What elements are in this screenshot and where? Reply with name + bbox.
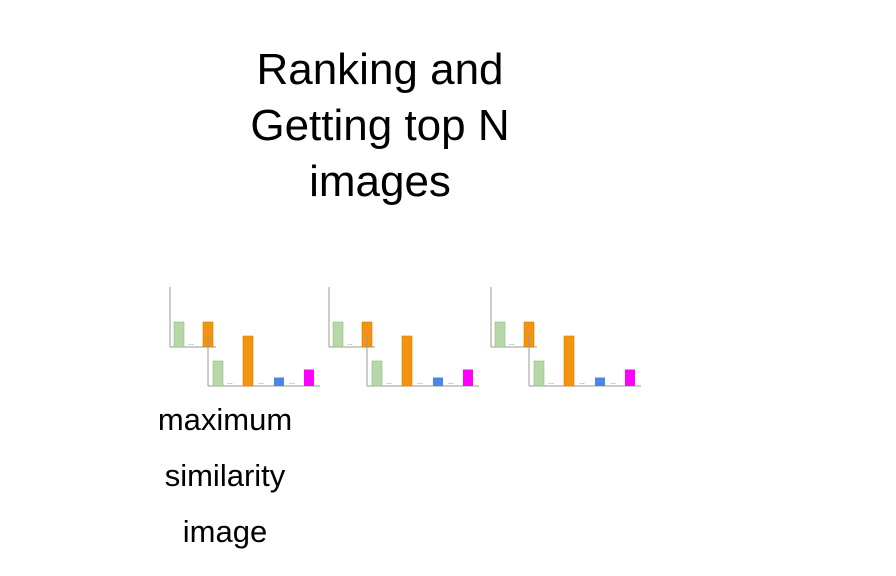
group-2-front-histogram-bar-4-magenta: [463, 369, 473, 386]
group-1-front-histogram-ellipsis-2: ...: [258, 379, 264, 386]
group-2-front-histogram-ellipsis-1: ...: [386, 379, 392, 386]
group-2-front-histogram-bar-3-blue: [433, 377, 443, 386]
group-2-front-histogram-ellipsis-3: ...: [448, 379, 454, 386]
group-3-back-histogram: ...: [490, 287, 537, 348]
group-3-back-histogram-bar-1-green: [494, 321, 506, 348]
group-1-front-histogram-bar-2-orange: [242, 335, 254, 387]
group-3-front-histogram-ellipsis-2: ...: [579, 379, 585, 386]
group-1-front-histogram-ellipsis-3: ...: [289, 379, 295, 386]
group-1-back-histogram-bar-1-green: [173, 321, 185, 348]
group-3-front-histogram-ellipsis-3: ...: [610, 379, 616, 386]
group-3-front-histogram-bar-1-green: [533, 360, 545, 387]
group-1-back-histogram-ellipsis-1: ...: [188, 340, 194, 347]
group-3-front-histogram-bar-2-orange: [563, 335, 575, 387]
group-3-front-histogram: .........: [528, 334, 641, 387]
caption-maximum-similarity-image: maximum similarity image: [120, 392, 330, 560]
group-3-front-histogram-ellipsis-1: ...: [548, 379, 554, 386]
title-line-2: Getting top N: [250, 101, 510, 150]
group-3-front-histogram-bar-4-magenta: [625, 369, 635, 386]
caption-line-3: image: [182, 514, 268, 549]
group-1-front-histogram: .........: [207, 334, 320, 387]
group-1-front-histogram-ellipsis-1: ...: [227, 379, 233, 386]
histogram-group-3: ............: [490, 287, 641, 387]
group-3-back-histogram-ellipsis-1: ...: [509, 340, 515, 347]
group-1-back-histogram: ...: [169, 287, 216, 348]
slide-title: Ranking and Getting top N images: [200, 42, 560, 210]
group-2-back-histogram: ...: [328, 287, 375, 348]
group-1-front-histogram-bar-1-green: [212, 360, 224, 387]
title-line-1: Ranking and: [256, 45, 504, 94]
histogram-group-2: ............: [328, 287, 479, 387]
group-2-front-histogram: .........: [366, 334, 479, 387]
group-2-back-histogram-ellipsis-1: ...: [347, 340, 353, 347]
title-line-3: images: [309, 157, 451, 206]
group-3-front-histogram-bar-3-blue: [595, 377, 605, 386]
histogram-group-1: ............: [169, 287, 320, 387]
group-2-front-histogram-ellipsis-2: ...: [417, 379, 423, 386]
caption-line-1: maximum: [157, 402, 293, 437]
group-1-front-histogram-bar-4-magenta: [304, 369, 314, 386]
group-2-front-histogram-bar-2-orange: [401, 335, 413, 387]
caption-line-2: similarity: [164, 458, 286, 493]
group-2-back-histogram-bar-1-green: [332, 321, 344, 348]
group-1-front-histogram-bar-3-blue: [274, 377, 284, 386]
group-2-front-histogram-bar-1-green: [371, 360, 383, 387]
